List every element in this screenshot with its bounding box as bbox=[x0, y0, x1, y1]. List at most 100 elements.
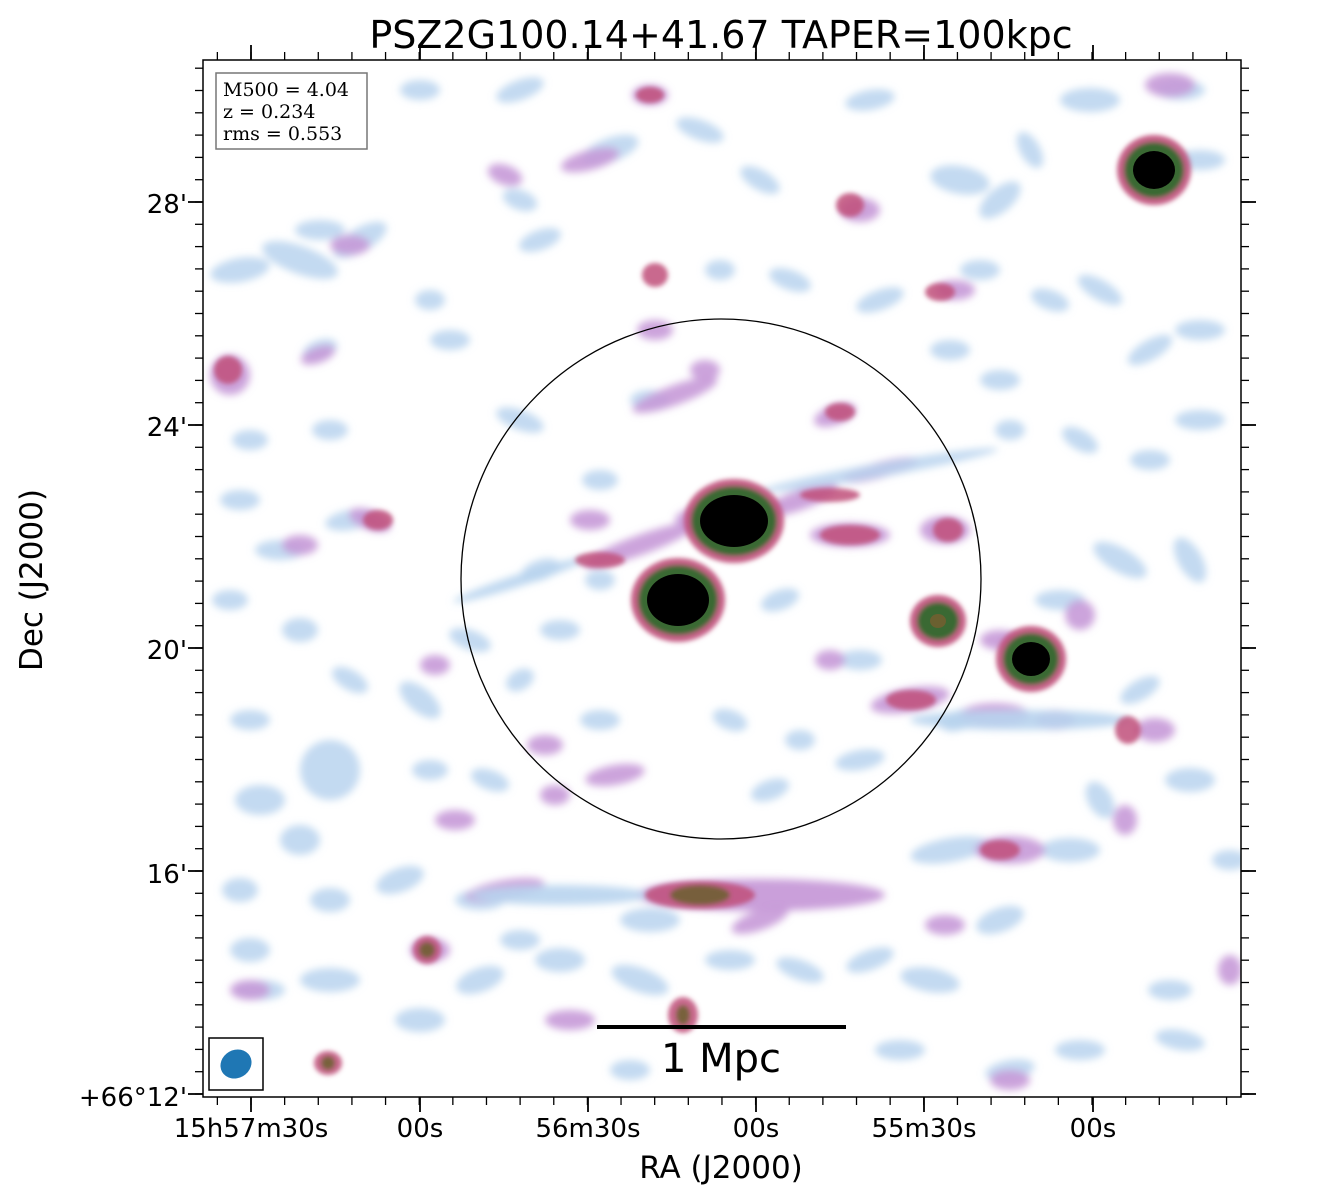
bright-emission bbox=[800, 488, 860, 502]
faint-emission bbox=[312, 420, 348, 440]
extended-emission bbox=[330, 235, 370, 255]
y-tick-label: +66°12' bbox=[79, 1083, 187, 1113]
faint-emission bbox=[750, 778, 790, 802]
faint-emission bbox=[712, 708, 748, 732]
faint-emission bbox=[412, 760, 448, 780]
faint-emission bbox=[210, 257, 270, 283]
extended-emission bbox=[925, 915, 965, 935]
faint-emission bbox=[980, 370, 1020, 390]
faint-emission bbox=[395, 1008, 445, 1032]
faint-emission bbox=[676, 117, 724, 143]
bright-emission bbox=[980, 840, 1020, 860]
faint-emission bbox=[1173, 537, 1207, 583]
scalebar-label: 1 Mpc bbox=[661, 1036, 781, 1082]
faint-emission bbox=[502, 188, 538, 212]
faint-emission bbox=[582, 470, 618, 490]
faint-emission bbox=[769, 267, 811, 293]
bright-emission bbox=[363, 510, 393, 530]
peak-emission bbox=[676, 1005, 690, 1025]
faint-emission bbox=[835, 749, 885, 771]
extended-emission bbox=[1065, 600, 1095, 630]
faint-emission bbox=[838, 650, 882, 670]
bright-emission bbox=[214, 356, 242, 384]
faint-emission bbox=[1130, 450, 1170, 470]
x-tick-label: 00s bbox=[1070, 1114, 1117, 1144]
beam-ellipse bbox=[220, 1049, 252, 1079]
y-tick-label: 24' bbox=[147, 413, 187, 443]
faint-emission bbox=[282, 618, 318, 642]
faint-emission bbox=[585, 570, 615, 590]
extended-emission bbox=[560, 147, 620, 173]
faint-emission bbox=[1127, 334, 1173, 366]
x-tick-labels: 15h57m30s 00s 56m30s 00s 55m30s 00s bbox=[174, 1114, 1117, 1144]
faint-emission bbox=[1120, 676, 1160, 704]
info-rms: rms = 0.553 bbox=[223, 123, 342, 145]
faint-emission bbox=[1016, 131, 1044, 169]
faint-emission bbox=[262, 241, 338, 279]
faint-emission bbox=[620, 908, 680, 932]
faint-emission bbox=[376, 865, 424, 895]
faint-emission bbox=[500, 930, 540, 950]
faint-emission bbox=[995, 420, 1025, 440]
bright-emission bbox=[886, 690, 936, 710]
axis-ticks bbox=[188, 45, 1256, 1112]
faint-emission bbox=[212, 590, 248, 610]
extended-emission bbox=[1218, 955, 1241, 985]
faint-emission bbox=[580, 710, 620, 730]
faint-emission bbox=[310, 888, 350, 912]
compact-source-core bbox=[1012, 642, 1050, 676]
extended-emission bbox=[1135, 718, 1175, 742]
faint-emission bbox=[930, 165, 990, 195]
faint-emission bbox=[399, 681, 441, 719]
extended-emission bbox=[420, 655, 450, 675]
extended-emission bbox=[435, 810, 475, 830]
extended-emission bbox=[585, 763, 645, 787]
faint-emission bbox=[331, 666, 369, 694]
extended-emission bbox=[1145, 73, 1195, 97]
faint-emission bbox=[470, 768, 510, 792]
extended-emission bbox=[690, 360, 720, 380]
extended-emission bbox=[815, 650, 845, 670]
bright-emission bbox=[642, 263, 668, 287]
faint-emission bbox=[1165, 768, 1215, 792]
faint-emission bbox=[979, 181, 1021, 219]
faint-emission bbox=[449, 627, 491, 653]
faint-emission bbox=[1212, 850, 1241, 870]
faint-emission bbox=[875, 1040, 925, 1060]
extended-emission bbox=[731, 906, 789, 934]
info-box: M500 = 4.04 z = 0.234 rms = 0.553 bbox=[215, 72, 368, 150]
y-tick-labels: +66°12' 16' 20' 24' 28' bbox=[79, 190, 187, 1113]
extended-emission bbox=[545, 1010, 595, 1030]
compact-source-core bbox=[700, 495, 768, 547]
faint-emission bbox=[535, 948, 585, 972]
faint-emission bbox=[705, 950, 755, 970]
faint-emission bbox=[232, 430, 268, 450]
faint-emission bbox=[910, 836, 990, 864]
extended-emission bbox=[527, 735, 563, 755]
radio-emission-map bbox=[203, 60, 1241, 1097]
faint-emission bbox=[506, 668, 534, 692]
extended-emission bbox=[1113, 805, 1137, 835]
faint-emission bbox=[1060, 88, 1120, 112]
bright-emission bbox=[636, 87, 664, 103]
faint-emission bbox=[1093, 541, 1147, 579]
faint-emission bbox=[761, 448, 999, 492]
faint-emission bbox=[456, 965, 504, 995]
faint-emission bbox=[230, 938, 270, 962]
faint-emission bbox=[430, 330, 470, 350]
bright-emission bbox=[933, 518, 963, 542]
faint-emission bbox=[740, 166, 780, 194]
faint-emission bbox=[760, 588, 800, 612]
beam-indicator bbox=[208, 1037, 264, 1091]
faint-emission bbox=[1085, 781, 1115, 819]
faint-emission bbox=[1040, 838, 1100, 862]
extended-emission bbox=[487, 163, 523, 187]
faint-emission bbox=[295, 220, 345, 240]
compact-source-core bbox=[930, 614, 946, 628]
faint-emission bbox=[496, 407, 544, 433]
extended-emission bbox=[300, 345, 336, 365]
x-axis-label: RA (J2000) bbox=[639, 1150, 803, 1186]
compact-source-core bbox=[1133, 151, 1175, 189]
faint-emission bbox=[300, 968, 360, 992]
